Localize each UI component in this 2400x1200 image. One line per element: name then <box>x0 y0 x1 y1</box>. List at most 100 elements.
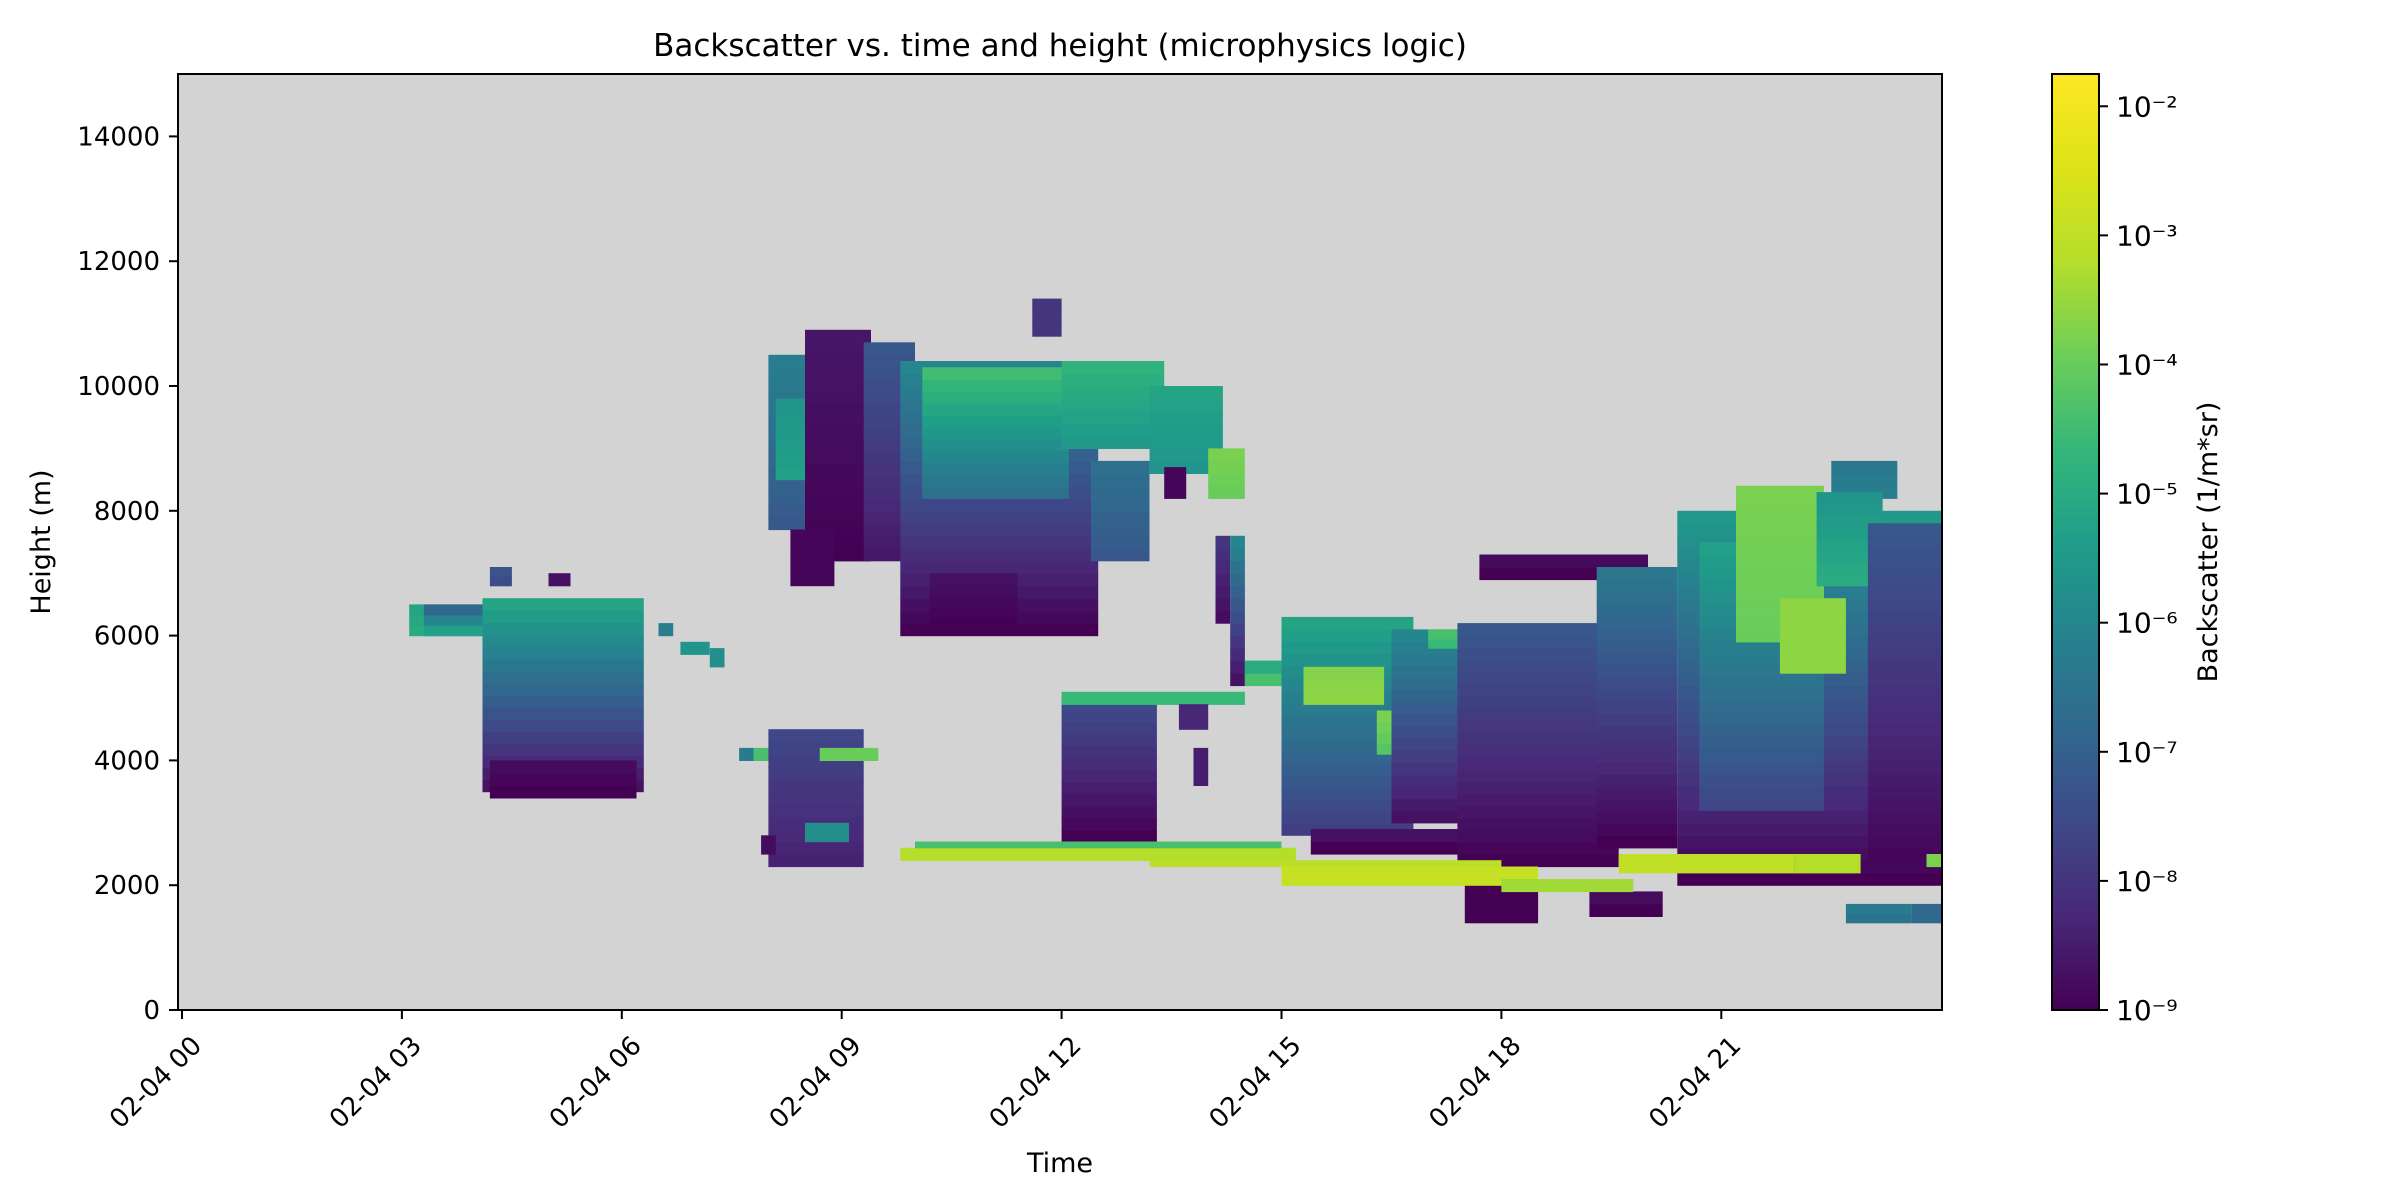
heatmap-cell <box>1867 573 1942 587</box>
heatmap-cell <box>1867 747 1942 761</box>
heatmap-cell <box>768 779 864 793</box>
heatmap-cell <box>790 563 835 575</box>
heatmap-cell <box>775 456 813 469</box>
cloud-region <box>709 648 725 668</box>
heatmap-cell <box>482 694 644 708</box>
colorbar-ticks: 10⁻⁹ 10⁻⁸ 10⁻⁷ 10⁻⁶ 10⁻⁵ 10⁻⁴ 10⁻³ 10⁻² <box>2099 90 2178 1027</box>
heatmap-cell <box>1794 863 1861 874</box>
x-tick-label: 02-04 12 <box>984 1031 1088 1135</box>
heatmap-cell <box>1193 747 1209 761</box>
heatmap-cell <box>1303 679 1385 693</box>
heatmap-cell <box>1208 448 1245 462</box>
heatmap-cell <box>1281 774 1414 788</box>
heatmap-cell <box>1589 891 1663 905</box>
heatmap-cell <box>1867 548 1942 562</box>
cloud-region <box>922 367 1069 499</box>
cloud-region <box>929 573 1018 630</box>
heatmap-cell <box>790 529 835 542</box>
heatmap-cell <box>1208 473 1245 487</box>
cloud-region <box>1926 854 1942 868</box>
heatmap-cell <box>1208 460 1245 474</box>
heatmap-cell <box>548 573 571 587</box>
heatmap-cell <box>1699 773 1824 787</box>
heatmap-cell <box>1061 805 1157 819</box>
heatmap-cell <box>1867 847 1942 861</box>
heatmap-cell <box>1032 323 1062 337</box>
heatmap-cell <box>1596 567 1678 580</box>
heatmap-cell <box>482 743 644 756</box>
heatmap-cell <box>1464 897 1539 911</box>
cloud-region <box>1178 704 1209 730</box>
colorbar-tick-label: 10⁻² <box>2116 90 2178 123</box>
colorbar-tick-label: 10⁻⁶ <box>2116 607 2178 640</box>
cloud-region <box>805 329 871 562</box>
heatmap-cell <box>1230 623 1245 637</box>
heatmap-cell <box>1589 903 1663 917</box>
heatmap-cell <box>1061 745 1157 759</box>
heatmap-cell <box>1816 492 1883 505</box>
heatmap-cell <box>1736 581 1824 595</box>
cloud-region <box>1845 903 1912 924</box>
heatmap-cell <box>805 439 871 452</box>
heatmap-cell <box>1596 835 1678 849</box>
heatmap-cell <box>761 835 776 846</box>
heatmap-cell <box>922 379 1069 392</box>
heatmap-cell <box>1281 786 1414 800</box>
cloud-region <box>1501 879 1634 893</box>
heatmap-cell <box>1596 615 1678 629</box>
heatmap-cell <box>1032 311 1062 325</box>
heatmap-cell <box>1596 798 1678 812</box>
heatmap-cell <box>1457 781 1619 795</box>
heatmap-cell <box>1457 793 1619 807</box>
heatmap-cell <box>805 390 871 404</box>
heatmap-cell <box>1699 737 1824 750</box>
heatmap-cell <box>1618 863 1795 874</box>
heatmap-cell <box>1831 473 1898 487</box>
y-tick-label: 2000 <box>94 871 160 901</box>
heatmap-cell <box>805 463 871 477</box>
colorbar-tick-label: 10⁻⁵ <box>2116 478 2178 511</box>
heatmap-cell <box>1061 721 1157 735</box>
heatmap-cell <box>1281 762 1414 776</box>
heatmap-cell <box>1215 535 1231 549</box>
heatmap-cell <box>1061 411 1165 425</box>
heatmap-cell <box>482 682 644 696</box>
heatmap-cell <box>1193 772 1209 786</box>
heatmap-cell <box>1215 548 1231 562</box>
heatmap-cell <box>1090 485 1150 499</box>
heatmap-cell <box>1178 716 1209 730</box>
heatmap-cell <box>915 841 1282 849</box>
heatmap-cell <box>1061 817 1157 831</box>
heatmap-cell <box>1281 629 1414 642</box>
heatmap-cell <box>1164 487 1187 499</box>
heatmap-cell <box>790 540 835 553</box>
heatmap-cell <box>1479 554 1648 568</box>
colorbar <box>2051 73 2100 1011</box>
heatmap-cell <box>900 535 1099 549</box>
cloud-region <box>1457 623 1619 868</box>
heatmap-cell <box>489 760 637 774</box>
heatmap-cell <box>1061 769 1157 783</box>
heatmap-cell <box>805 342 871 355</box>
heatmap-cell <box>1596 750 1678 763</box>
heatmap-cell <box>1867 648 1942 662</box>
heatmap-cell <box>900 510 1099 524</box>
cloud-region <box>1281 866 1538 886</box>
heatmap-cell <box>1090 460 1150 474</box>
cloud-region <box>1911 903 1942 924</box>
heatmap-cell <box>1867 760 1942 774</box>
cloud-region <box>1164 467 1187 499</box>
heatmap-cell <box>1061 733 1157 747</box>
heatmap-cell <box>1215 610 1231 624</box>
heatmap-cell <box>922 403 1069 416</box>
heatmap-cell <box>1457 635 1619 649</box>
heatmap-cell <box>1867 710 1942 724</box>
heatmap-cell <box>1090 510 1150 524</box>
heatmap-cell <box>1867 673 1942 687</box>
x-tick-label: 02-04 03 <box>324 1031 428 1135</box>
heatmap-cell <box>1090 535 1150 549</box>
heatmap-cell <box>680 641 710 655</box>
heatmap-cell <box>1457 744 1619 758</box>
heatmap-cell <box>1303 691 1385 705</box>
heatmap-cell <box>1149 435 1223 449</box>
